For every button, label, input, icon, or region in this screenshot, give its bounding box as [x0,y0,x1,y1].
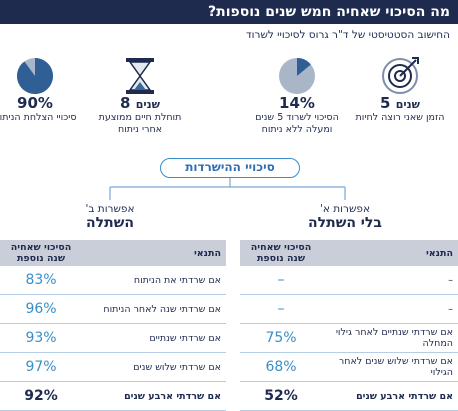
header-row: התנאי הסיכוי שאחיה שנה נוספת [240,240,458,266]
stat-unit: שנים [135,98,160,111]
header-row: התנאי הסיכוי שאחיה שנה נוספת [0,240,226,266]
chance-cell: 75% [240,323,322,353]
condition-cell: אם שרדתי ארבע שנים [322,381,458,411]
table-row: אם שרדתי שנתיים לאחר גילוי המחלה 75% [240,323,458,353]
condition-cell: – [322,266,458,295]
column-header: התנאי [82,240,226,266]
chance-cell: 83% [0,266,82,295]
table-row: – – [240,294,458,324]
stat-number: 5 [380,94,391,112]
chance-cell: 97% [0,352,82,382]
pie-slice [297,58,311,76]
condition-cell: – [322,294,458,324]
column-header: הסיכוי שאחיה שנה נוספת [0,240,82,266]
column-header: הסיכוי שאחיה שנה נוספת [240,240,322,266]
column-header: התנאי [322,240,458,266]
condition-cell: אם שרדתי שנתיים [82,323,226,353]
chance-cell: 52% [240,381,322,411]
table-wrap: התנאי הסיכוי שאחיה שנה נוספת – – – – אם שרדתי … [240,240,458,411]
stat-caption: הסיכוי לשרוד 5 שנים ומעלה ללא ניתוח [255,112,339,135]
stat: 5 שנים הזמן שאני רוצה לחיות [350,94,450,124]
pie-slice [17,58,54,95]
table: התנאי הסיכוי שאחיה שנה נוספת – – – – אם שרדתי … [240,240,458,411]
chance-cell: 93% [0,323,82,353]
condition-cell: אם שרדתי ארבע שנים [82,381,226,411]
condition-cell: אם שרדתי את הניתוח [82,266,226,295]
option-heading: אפשרות א' בלי השתלה [265,203,425,231]
stat-value: 8 שנים [90,94,190,112]
connector [109,178,346,200]
chance-cell: 96% [0,294,82,324]
table-row: – – [240,266,458,295]
table-wrap: התנאי הסיכוי שאחיה שנה נוספת אם שרדתי את ה… [0,240,226,411]
stat-caption: תוחלת חיים ממוצעת אחרי ניתוח [98,112,182,135]
stat-number: 8 [120,94,131,112]
table-row: אם שרדתי ארבע שנים 92% [0,381,226,411]
stat-unit: שנים [395,98,420,111]
stat: 14% הסיכוי לשרוד 5 שנים ומעלה ללא ניתוח [247,94,347,136]
table-row: אם שרדתי שלוש שנים 97% [0,352,226,382]
chance-cell: 92% [0,381,82,411]
option-label: אפשרות א' [320,203,370,215]
condition-cell: אם שרדתי שנה לאחר הניתוח [82,294,226,324]
title: מה הסיכוי שאחיה חמש שנים נוספות? [0,0,458,24]
table: התנאי הסיכוי שאחיה שנה נוספת אם שרדתי את ה… [0,240,226,411]
condition-cell: אם שרדתי שנתיים לאחר גילוי המחלה [322,323,458,353]
stat-value: 90% [17,94,53,112]
stat: 8 שנים תוחלת חיים ממוצעת אחרי ניתוח [90,94,190,136]
chance-cell: – [240,266,322,295]
option-title: בלי השתלה [308,215,382,231]
table-row: אם שרדתי שנה לאחר הניתוח 96% [0,294,226,324]
chance-cell: 68% [240,352,322,382]
option-title: השתלה [86,215,134,231]
table-row: אם שרדתי שלוש שנים לאחר הגילוי 68% [240,352,458,382]
chance-cell: – [240,294,322,324]
table-row: אם שרדתי ארבע שנים 52% [240,381,458,411]
option-heading: אפשרות ב' השתלה [30,203,190,231]
condition-cell: אם שרדתי שלוש שנים לאחר הגילוי [322,352,458,382]
stat-value: 14% [279,94,315,112]
stat: 90% סיכויי הצלחת הניתוח [0,94,85,124]
option-label: אפשרות ב' [85,203,135,215]
stat-caption: סיכויי הצלחת הניתוח [0,112,77,123]
target-icon [382,57,419,94]
section-title: סיכויי ההישרדות [160,158,300,178]
subtitle: החישוב הסטטיסטי של ד"ר גרוס לסיכויי לשרו… [245,29,450,41]
hourglass-icon [126,58,154,94]
condition-cell: אם שרדתי שלוש שנים [82,352,226,382]
stat-value: 5 שנים [350,94,450,112]
table-row: אם שרדתי את הניתוח 83% [0,266,226,295]
table-row: אם שרדתי שנתיים 93% [0,323,226,353]
stat-caption: הזמן שאני רוצה לחיות [355,112,445,123]
